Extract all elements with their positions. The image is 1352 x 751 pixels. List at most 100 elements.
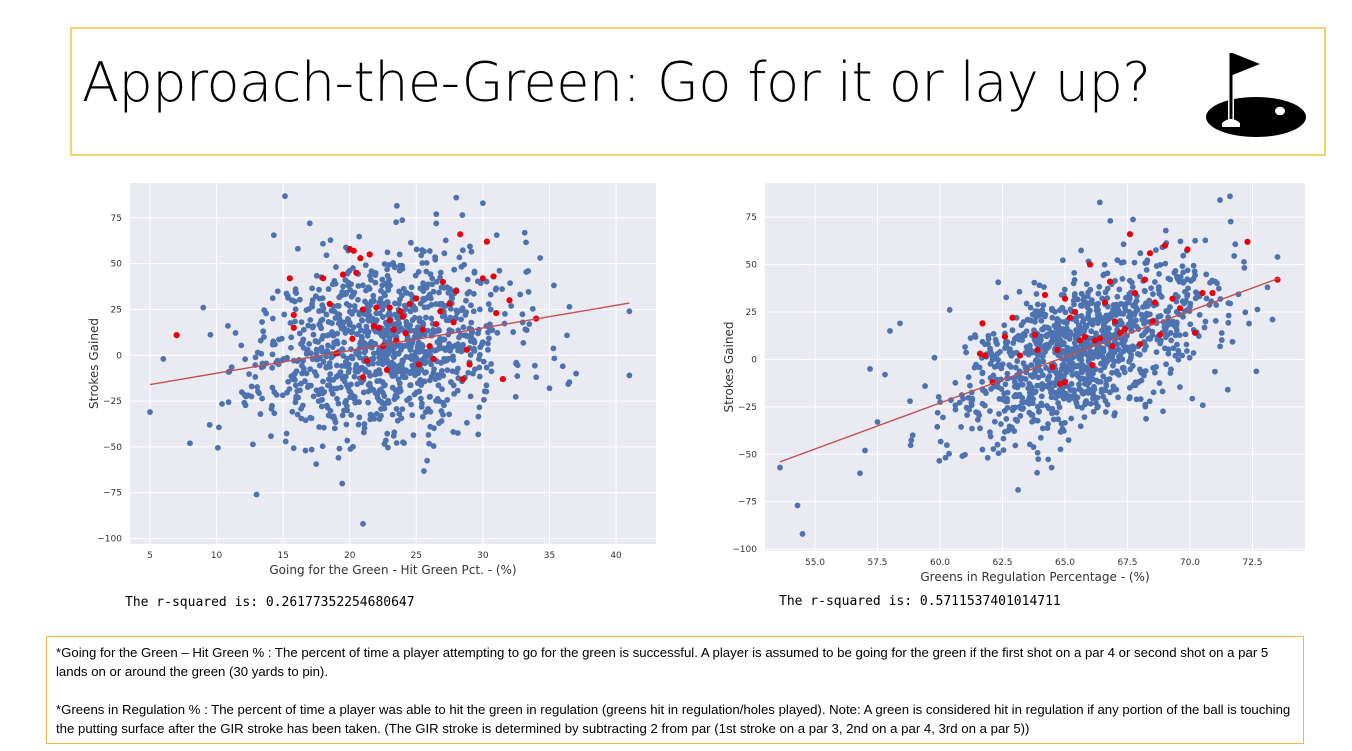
scatter-point	[1032, 357, 1039, 364]
scatter-point	[531, 362, 538, 369]
scatter-point	[476, 404, 483, 411]
highlight-point	[981, 352, 989, 359]
chart-gir: 55.0 57.5 60.0 62.5 65.0 67.5 70.0 72.5 75 50 25 0 −…	[722, 183, 1305, 584]
scatter-point	[327, 237, 334, 244]
scatter-point	[360, 282, 366, 289]
scatter-point	[312, 293, 319, 300]
highlight-point	[490, 273, 497, 280]
scatter-point	[296, 330, 303, 337]
scatter-point	[1004, 389, 1011, 396]
scatter-point	[416, 318, 423, 325]
scatter-point	[998, 365, 1005, 372]
scatter-point	[256, 390, 263, 397]
scatter-point	[874, 419, 881, 425]
scatter-point	[268, 405, 275, 412]
scatter-point	[1225, 319, 1232, 326]
y-tick-label: 50	[746, 261, 758, 271]
scatter-point	[1078, 328, 1085, 335]
scatter-point	[857, 470, 863, 477]
highlight-point	[1126, 231, 1134, 238]
scatter-point	[397, 387, 404, 394]
scatter-point	[513, 359, 520, 366]
scatter-point	[1119, 364, 1126, 371]
scatter-point	[1099, 346, 1106, 353]
y-tick-label: −25	[738, 403, 757, 413]
scatter-point	[1100, 373, 1107, 380]
scatter-point	[1135, 379, 1142, 385]
scatter-point	[464, 419, 470, 426]
scatter-point	[1073, 371, 1080, 378]
scatter-point	[313, 372, 320, 379]
highlight-point	[493, 310, 500, 317]
scatter-point	[1096, 199, 1103, 206]
scatter-point	[468, 248, 475, 255]
scatter-point	[393, 363, 400, 370]
highlight-point	[457, 231, 464, 238]
scatter-point	[1034, 449, 1041, 456]
scatter-point	[389, 384, 396, 391]
scatter-point	[1142, 368, 1149, 374]
scatter-point	[1174, 293, 1181, 300]
scatter-point	[973, 409, 979, 416]
scatter-point	[492, 286, 499, 293]
scatter-point	[342, 373, 349, 380]
scatter-point	[254, 384, 261, 390]
scatter-point	[300, 368, 307, 375]
scatter-point	[1000, 435, 1007, 442]
scatter-point	[1057, 446, 1064, 453]
scatter-point	[1062, 309, 1069, 316]
scatter-point	[384, 272, 391, 279]
scatter-point	[1065, 437, 1072, 443]
scatter-point	[1039, 384, 1046, 390]
scatter-point	[502, 311, 508, 317]
highlight-point	[1131, 289, 1139, 297]
x-tick-label: 20	[344, 551, 356, 561]
scatter-point	[995, 450, 1002, 457]
scatter-point	[413, 389, 420, 396]
scatter-point	[1137, 273, 1143, 280]
scatter-point	[426, 377, 433, 384]
scatter-point	[1052, 394, 1059, 401]
scatter-point	[1203, 271, 1210, 278]
scatter-point	[437, 269, 444, 276]
scatter-point	[1103, 382, 1110, 389]
scatter-point	[1185, 285, 1191, 292]
scatter-point	[1189, 395, 1196, 402]
scatter-point	[249, 441, 256, 448]
scatter-point	[318, 335, 325, 342]
scatter-point	[309, 285, 316, 292]
scatter-point	[483, 364, 490, 371]
scatter-point	[465, 369, 472, 376]
scatter-point	[1069, 372, 1076, 378]
scatter-point	[1153, 349, 1160, 355]
scatter-point	[1137, 250, 1144, 257]
note-gir: *Greens in Regulation % : The percent of…	[56, 702, 1291, 736]
scatter-point	[551, 355, 558, 362]
scatter-point	[318, 325, 325, 332]
scatter-point	[381, 393, 388, 399]
scatter-point	[363, 323, 370, 330]
scatter-point	[1151, 279, 1158, 285]
scatter-point	[439, 368, 445, 374]
x-tick-label: 15	[277, 551, 288, 561]
scatter-point	[368, 277, 374, 283]
scatter-point	[626, 372, 633, 379]
highlight-point	[319, 275, 327, 282]
scatter-point	[940, 414, 946, 421]
scatter-point	[1126, 277, 1133, 284]
scatter-point	[362, 262, 369, 269]
scatter-point	[351, 373, 358, 380]
scatter-point	[433, 301, 440, 307]
scatter-point	[346, 320, 353, 326]
scatter-point	[1213, 301, 1220, 308]
scatter-point	[246, 371, 252, 378]
scatter-point	[341, 339, 348, 346]
scatter-point	[1048, 339, 1055, 345]
scatter-point	[1055, 400, 1062, 406]
scatter-point	[1012, 416, 1019, 423]
scatter-point	[517, 291, 524, 298]
scatter-point	[419, 342, 425, 348]
highlight-point	[1176, 305, 1184, 312]
scatter-point	[1133, 297, 1140, 304]
regression-line	[779, 277, 1281, 463]
